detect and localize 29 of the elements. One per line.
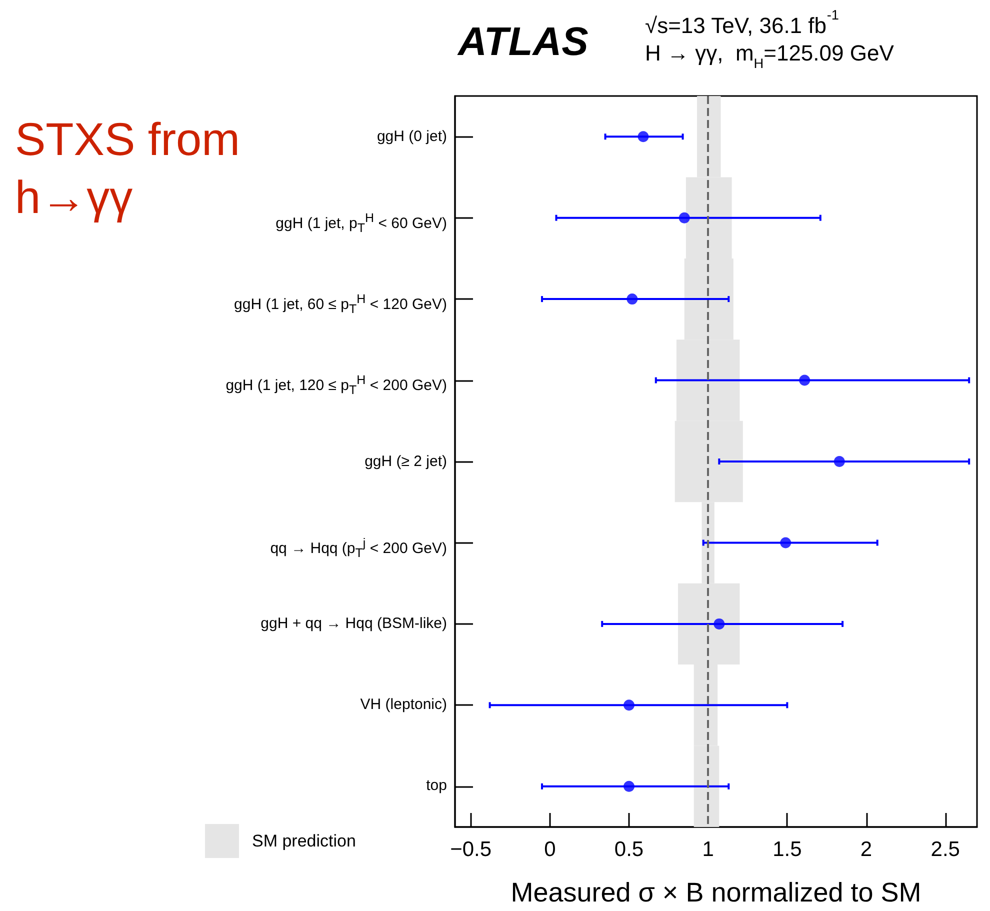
y-tick-label: ggH (≥ 2 jet)	[364, 452, 447, 472]
point	[624, 780, 634, 792]
point	[678, 212, 690, 224]
text: STXS from h→γγ	[15, 113, 253, 223]
y-tick-label: top	[426, 776, 447, 796]
x-tick-label: 0.5	[614, 838, 644, 861]
x-tick-label: 2	[860, 838, 872, 861]
x-tick-label: 1	[702, 838, 714, 861]
point	[624, 700, 634, 711]
x-tick-label: 2.5	[930, 838, 960, 861]
y-tick-label: ggH (1 jet, 60 ≤ p$_{T}$$^{H}$ < 120 GeV)	[234, 291, 447, 318]
legend-label: SM prediction	[252, 832, 356, 850]
y-tick-label: ggH (1 jet, 120 ≤ p$_{T}$$^{H}$ < 200 GeV)	[226, 372, 447, 400]
point	[834, 456, 845, 467]
y-tick-label: ggH + qq → Hqq (BSM-like)	[260, 614, 447, 634]
text: ATLAS	[457, 20, 589, 64]
point	[638, 131, 649, 142]
point	[626, 294, 638, 305]
y-tick-label: ggH (0 jet)	[376, 126, 447, 147]
point	[714, 618, 725, 630]
point	[780, 537, 792, 548]
x-axis-title: Measured σ × B normalized to SM	[510, 878, 922, 908]
point	[799, 374, 810, 386]
y-tick-label: VH (leptonic)	[360, 695, 447, 716]
x-tick-label: −0.5	[450, 838, 492, 861]
y-tick-label: ggH (1 jet, p$_{T}$$^{H}$ < 60 GeV)	[276, 210, 447, 237]
x-tick-label: 1.5	[772, 838, 802, 861]
x-tick-label: 0	[544, 838, 556, 861]
y-tick-label: qq → Hqq (p$_{T}$$^{j}$ < 200 GeV)	[270, 534, 447, 562]
